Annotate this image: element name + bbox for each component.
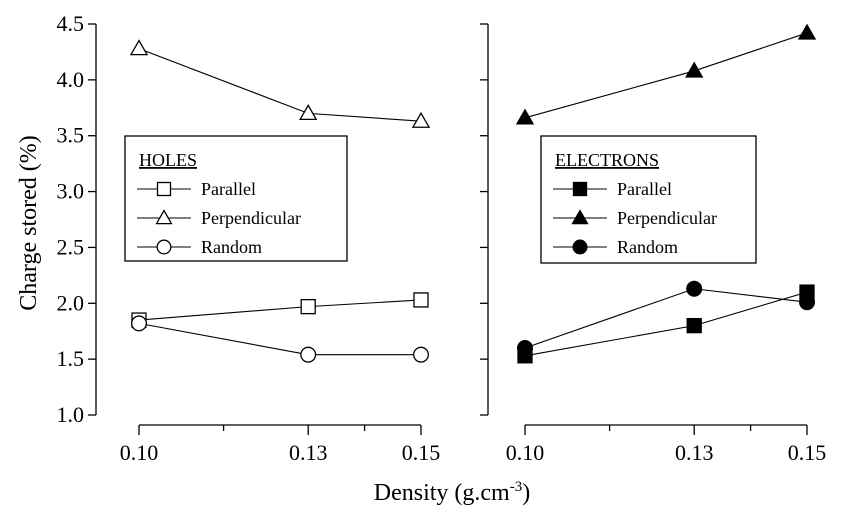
holes-legend-random-marker [156,239,172,255]
x-axis-title: Density (g.cm-3) [374,479,530,506]
panel-holes: 1.0 1.5 2.0 2.5 3.0 3.5 4.0 4.5 0.10 0.13 0.15 HOLE… [57,11,441,465]
holes-legend-title: HOLES [139,150,197,170]
electrons-legend-title: ELECTRONS [555,150,659,170]
electrons-random-point [799,294,816,311]
y-tick-label: 1.5 [57,346,85,371]
electrons-legend-perpendicular-label: Perpendicular [617,208,717,228]
holes-legend-random-label: Random [201,237,262,257]
electrons-series-perpendicular-line [524,32,808,119]
x-axis-title-superscript: -3 [510,479,523,495]
x-tick-label: 0.15 [402,440,441,465]
electrons-legend-random-marker [572,239,588,255]
electrons-legend-parallel-marker [572,181,588,197]
panel-electrons: 0.10 0.13 0.15 ELECTRONS Parallel Perpendicul… [480,23,827,465]
y-tick-label: 4.0 [57,67,85,92]
holes-random-point [300,346,317,363]
x-tick-label: 0.10 [120,440,159,465]
holes-perpendicular-point [129,39,149,56]
electrons-legend-parallel-label: Parallel [617,179,672,199]
holes-series-parallel-line [138,299,422,321]
electrons-legend-perpendicular-marker [571,209,589,225]
electrons-perpendicular-point [797,23,817,40]
electrons-series-random-line [524,288,808,349]
x-tick-label: 0.10 [506,440,545,465]
y-tick-label: 1.0 [57,402,85,427]
y-tick-label: 2.5 [57,234,85,259]
electrons-series-parallel-line [524,291,808,357]
holes-parallel-point [413,292,429,308]
holes-series-perpendicular-line [138,48,422,122]
holes-legend-parallel-marker [156,181,172,197]
holes-parallel-point [300,298,316,315]
electrons-parallel-point [686,317,702,334]
holes-perpendicular-point [299,104,318,121]
x-axis-title-main: Density (g.cm [374,480,510,506]
x-tick-label: 0.13 [289,440,328,465]
holes-legend-perpendicular-label: Perpendicular [201,208,301,228]
x-axis-title-close: ) [522,480,530,506]
electrons-legend: ELECTRONS Parallel Perpendicular Random [540,135,757,264]
electrons-random-point [686,280,703,297]
x-tick-label: 0.15 [788,440,827,465]
electrons-perpendicular-point [685,61,704,78]
holes-legend-perpendicular-marker [155,209,173,225]
y-tick-label: 2.0 [57,290,85,315]
holes-random-point [412,346,429,363]
y-tick-label: 4.5 [57,11,85,36]
y-axis-title: Charge stored (%) [16,135,42,311]
y-tick-label: 3.5 [57,123,85,148]
holes-random-point [130,315,147,332]
electrons-perpendicular-point [515,108,535,125]
y-tick-label: 3.0 [57,179,85,204]
x-tick-label: 0.13 [675,440,714,465]
electrons-legend-random-label: Random [617,237,678,257]
holes-legend-parallel-label: Parallel [201,179,256,199]
holes-perpendicular-point [411,111,431,128]
holes-series-random-line [138,322,421,356]
electrons-random-point [517,339,534,356]
